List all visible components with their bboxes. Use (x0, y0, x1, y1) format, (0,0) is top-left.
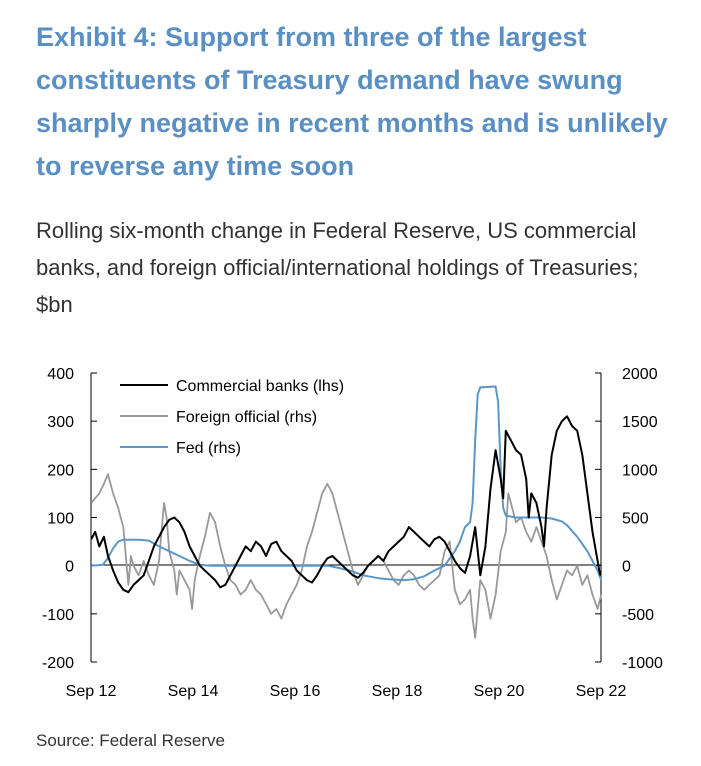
left-tick-label: 300 (47, 414, 74, 431)
chart-title: Exhibit 4: Support from three of the lar… (36, 22, 668, 181)
left-tick-label: 400 (47, 366, 74, 383)
left-tick-label: -100 (42, 607, 74, 624)
left-tick-label: 100 (47, 511, 74, 528)
legend-label: Commercial banks (lhs) (176, 378, 344, 395)
right-tick-label: 2000 (622, 366, 658, 383)
left-tick-label: -200 (42, 655, 74, 672)
legend-label: Fed (rhs) (176, 440, 241, 457)
x-tick-label: Sep 20 (474, 683, 525, 700)
fed-line (91, 385, 603, 582)
x-tick-label: Sep 12 (66, 683, 117, 700)
source-note: Source: Federal Reserve (36, 731, 225, 750)
chart-subtitle: Rolling six-month change in Federal Rese… (36, 218, 639, 317)
left-tick-label: 200 (47, 462, 74, 479)
right-tick-label: 500 (622, 511, 649, 528)
x-tick-label: Sep 18 (372, 683, 423, 700)
x-tick-label: Sep 22 (576, 683, 627, 700)
x-tick-label: Sep 14 (168, 683, 219, 700)
foreign-official-line (90, 473, 603, 639)
legend-fed: Fed (rhs) (120, 440, 241, 457)
legend-label: Foreign official (rhs) (176, 409, 317, 426)
right-tick-label: -1000 (622, 655, 663, 672)
legend-foreign-official: Foreign official (rhs) (120, 409, 317, 426)
right-tick-label: 1000 (622, 462, 658, 479)
legend-commercial-banks: Commercial banks (lhs) (120, 378, 344, 395)
right-tick-label: 0 (622, 559, 631, 576)
right-tick-label: 1500 (622, 414, 658, 431)
commercial-banks-line (90, 415, 602, 594)
left-tick-label: 0 (65, 559, 74, 576)
x-tick-label: Sep 16 (270, 683, 321, 700)
right-tick-label: -500 (622, 607, 654, 624)
